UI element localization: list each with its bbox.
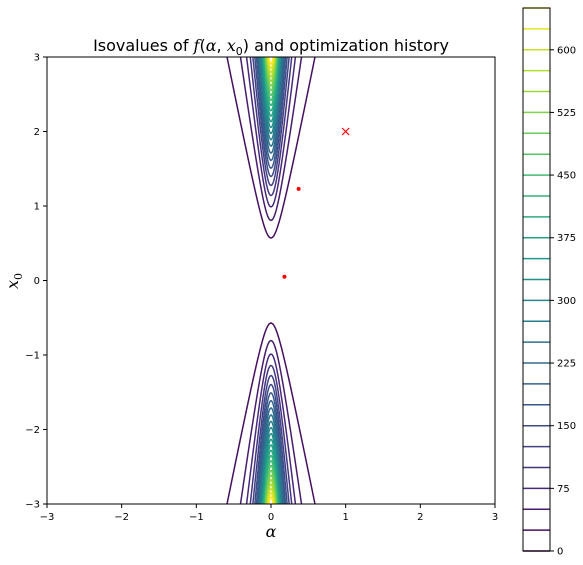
contour-line bbox=[255, 391, 287, 505]
contour-line bbox=[255, 56, 287, 170]
contour-line bbox=[258, 56, 284, 148]
history-point bbox=[282, 274, 287, 279]
y-tick-label: −2 bbox=[25, 425, 40, 436]
contour-line bbox=[266, 483, 276, 505]
contour-line bbox=[226, 322, 316, 505]
colorbar-tick-label: 525 bbox=[557, 108, 576, 119]
history-point bbox=[296, 186, 301, 191]
colorbar-frame bbox=[522, 7, 551, 552]
contour-line bbox=[239, 339, 303, 505]
optimization-history bbox=[282, 127, 350, 279]
contour-line bbox=[252, 56, 290, 187]
contour-line bbox=[267, 56, 275, 69]
colorbar-tick-label: 600 bbox=[557, 45, 576, 56]
contour-line bbox=[257, 407, 285, 505]
contour-line bbox=[268, 496, 274, 505]
contour-lines bbox=[226, 56, 316, 505]
y-tick-label: 1 bbox=[34, 202, 40, 213]
contour-line bbox=[226, 56, 316, 239]
y-tick-label: 0 bbox=[34, 276, 40, 287]
y-tick-label: 2 bbox=[34, 127, 40, 138]
chart-title: Isovalues of f(α, x0) and optimization h… bbox=[93, 36, 449, 58]
contour-line bbox=[256, 399, 286, 505]
contour-line bbox=[239, 56, 303, 222]
contour-line bbox=[245, 56, 297, 208]
contour-line bbox=[259, 420, 283, 505]
contour-line bbox=[254, 383, 288, 505]
contour-line bbox=[257, 56, 285, 154]
colorbar-tick-label: 450 bbox=[557, 171, 576, 182]
colorbar-tick-label: 75 bbox=[557, 484, 570, 495]
y-axis-ticks: −3 −2 −1 0 1 2 3 bbox=[25, 53, 47, 511]
x-tick-label: 2 bbox=[417, 512, 423, 523]
contour-line bbox=[252, 374, 290, 505]
contour-line bbox=[249, 56, 293, 197]
x-axis-label: α bbox=[266, 522, 277, 541]
contour-line bbox=[259, 56, 283, 141]
start-point-marker bbox=[341, 127, 350, 136]
contour-line bbox=[266, 56, 276, 74]
x-tick-label: 1 bbox=[342, 512, 348, 523]
y-tick-label: 3 bbox=[34, 53, 40, 64]
colorbar-tick-label: 375 bbox=[557, 233, 576, 244]
contour-line bbox=[254, 56, 288, 178]
contour-line bbox=[268, 56, 274, 65]
plot-frame bbox=[46, 56, 496, 505]
x-tick-label: −1 bbox=[189, 512, 204, 523]
contour-line bbox=[267, 492, 275, 505]
colorbar-tick-label: 225 bbox=[557, 359, 576, 370]
y-tick-label: −1 bbox=[25, 351, 40, 362]
contour-line bbox=[249, 364, 293, 505]
y-axis-label: x0 bbox=[3, 273, 25, 289]
x-tick-label: −3 bbox=[40, 512, 55, 523]
colorbar: 0 75 150 225 300 375 450 525 600 bbox=[522, 7, 576, 558]
x-tick-label: −2 bbox=[114, 512, 129, 523]
colorbar-tick-label: 0 bbox=[557, 547, 563, 558]
x-tick-label: 0 bbox=[268, 512, 274, 523]
colorbar-tick-label: 300 bbox=[557, 296, 576, 307]
contour-line bbox=[256, 56, 286, 162]
x-tick-label: 3 bbox=[492, 512, 498, 523]
contour-line bbox=[266, 56, 276, 78]
y-tick-label: −3 bbox=[25, 500, 40, 511]
x-axis-ticks: −3 −2 −1 0 1 2 3 bbox=[40, 504, 498, 523]
contour-line bbox=[266, 487, 276, 505]
colorbar-tick-label: 150 bbox=[557, 421, 576, 432]
contour-line bbox=[245, 353, 297, 505]
contour-line bbox=[258, 413, 284, 505]
